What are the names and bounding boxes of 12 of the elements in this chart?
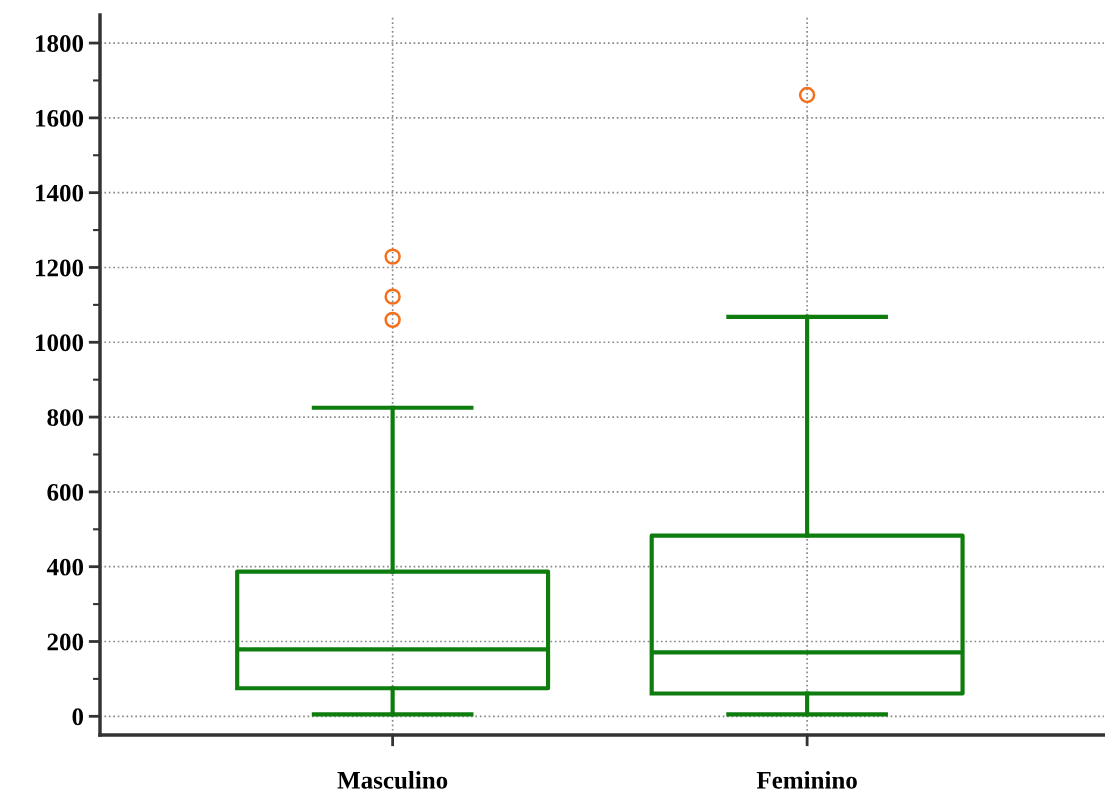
- x-tick-label: Masculino: [337, 771, 448, 789]
- y-tick-label: 1400: [36, 184, 84, 202]
- y-tick-label: 600: [47, 483, 84, 501]
- y-tick-label: 200: [47, 633, 84, 651]
- y-tick-label: 1200: [36, 259, 84, 277]
- y-tick-label: 1000: [36, 334, 84, 352]
- y-tick-label: 400: [46, 558, 84, 576]
- y-tick-label: 800: [47, 409, 84, 426]
- x-tick-label: Feminino: [756, 771, 857, 789]
- y-tick-label: 0: [72, 708, 84, 726]
- y-tick-label: 1800: [36, 35, 84, 52]
- y-tick-label: 1600: [36, 109, 84, 127]
